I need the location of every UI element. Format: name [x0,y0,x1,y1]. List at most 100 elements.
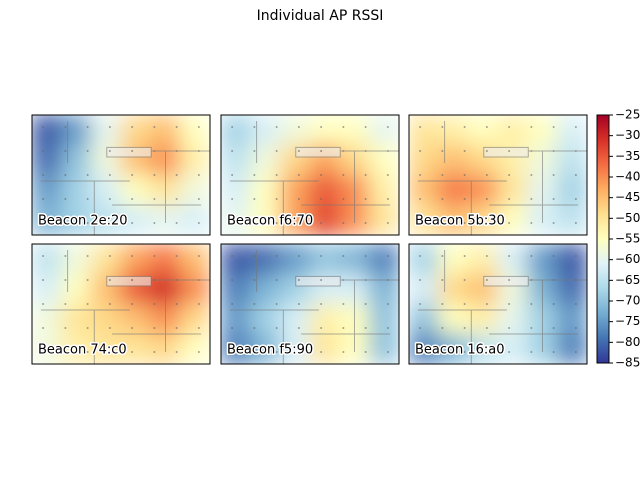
anchor-dot [386,150,389,152]
anchor-dot [153,198,156,200]
anchor-dot [364,126,367,128]
heat-cell [438,144,469,176]
anchor-dot [508,351,511,353]
anchor-dot [552,303,555,305]
anchor-dot [463,279,466,281]
anchor-dot [64,303,67,305]
anchor-dot [108,327,111,329]
anchor-dot [574,150,577,152]
anchor-dot [297,198,300,200]
anchor-dot [175,351,178,353]
anchor-dot [64,198,67,200]
anchor-dot [275,303,278,305]
heat-cell [32,244,63,275]
anchor-dot [320,174,323,176]
anchor-dot [253,279,256,281]
heat-cell [250,115,281,146]
anchor-dot [508,198,511,200]
room [295,275,341,287]
anchor-dot [463,222,466,224]
anchor-dot [320,198,323,200]
heat-cell [309,303,341,335]
anchor-dot [364,255,367,257]
anchor-dot [131,126,134,128]
heat-cell [120,115,152,146]
colorbar-tick-label: −75 [615,314,640,328]
heat-cell [467,115,499,146]
heat-cell [309,115,341,146]
anchor-dot [153,303,156,305]
anchor-dot [508,126,511,128]
heat-cell [90,174,122,206]
anchor-dot [275,198,278,200]
anchor-dot [297,255,300,257]
heat-cell [90,115,122,146]
anchor-dot [197,222,200,224]
heat-cell [221,303,252,335]
heat-cell [221,115,252,146]
heat-cell [250,273,281,305]
anchor-dot [441,198,444,200]
panel-label: Beacon 16:a0 [415,343,505,358]
heat-cell [497,204,529,235]
anchor-dot [485,327,488,329]
anchor-dot [419,351,422,353]
anchor-dot [86,150,89,152]
anchor-dot [485,279,488,281]
anchor-dot [419,255,422,257]
heat-cell [221,174,252,206]
chart-title: Individual AP RSSI [257,8,384,24]
anchor-dot [364,351,367,353]
colorbar-tick-label: −65 [615,273,640,287]
floor-plan [417,250,587,364]
anchor-dot [108,255,111,257]
heat-field [221,244,399,364]
anchor-dot [386,126,389,128]
anchor-dot [197,279,200,281]
heat-cell [497,174,529,206]
anchor-dot [297,279,300,281]
anchor-dot [386,198,389,200]
anchor-dot [320,351,323,353]
heat-cell [120,303,152,335]
heat-cell [179,144,210,176]
anchor-dot [463,198,466,200]
heat-cell [339,244,370,275]
heat-cell [150,244,181,275]
anchor-dot [253,222,256,224]
anchor-dot [386,327,389,329]
anchor-dot [64,222,67,224]
heat-cell [32,115,63,146]
anchor-dot [441,279,444,281]
anchor-dot [253,198,256,200]
heat-cell [179,303,210,335]
anchor-dot [441,303,444,305]
anchor-dot [485,222,488,224]
heat-cell [368,303,399,335]
anchor-dot [342,150,345,152]
anchor-dot [552,126,555,128]
heat-cell [409,204,440,235]
heat-cell [409,144,440,176]
anchor-dot [108,222,111,224]
anchor-dot [42,303,45,305]
heat-cell [497,244,529,275]
anchor-dot [231,327,234,329]
heat-cell [279,333,311,364]
anchor-dot [297,303,300,305]
anchor-dot [253,255,256,257]
heat-cell [32,273,63,305]
anchor-dot [275,255,278,257]
heat-cell [527,244,558,275]
anchor-dot [485,303,488,305]
anchor-dot [175,126,178,128]
anchor-dot [42,222,45,224]
heat-cell [368,204,399,235]
anchor-dot [64,150,67,152]
heat-cell [32,303,63,335]
anchor-dot [485,255,488,257]
floor-plan [417,121,587,235]
heat-cell [497,115,529,146]
heat-cell [221,333,252,364]
anchor-dot [297,351,300,353]
